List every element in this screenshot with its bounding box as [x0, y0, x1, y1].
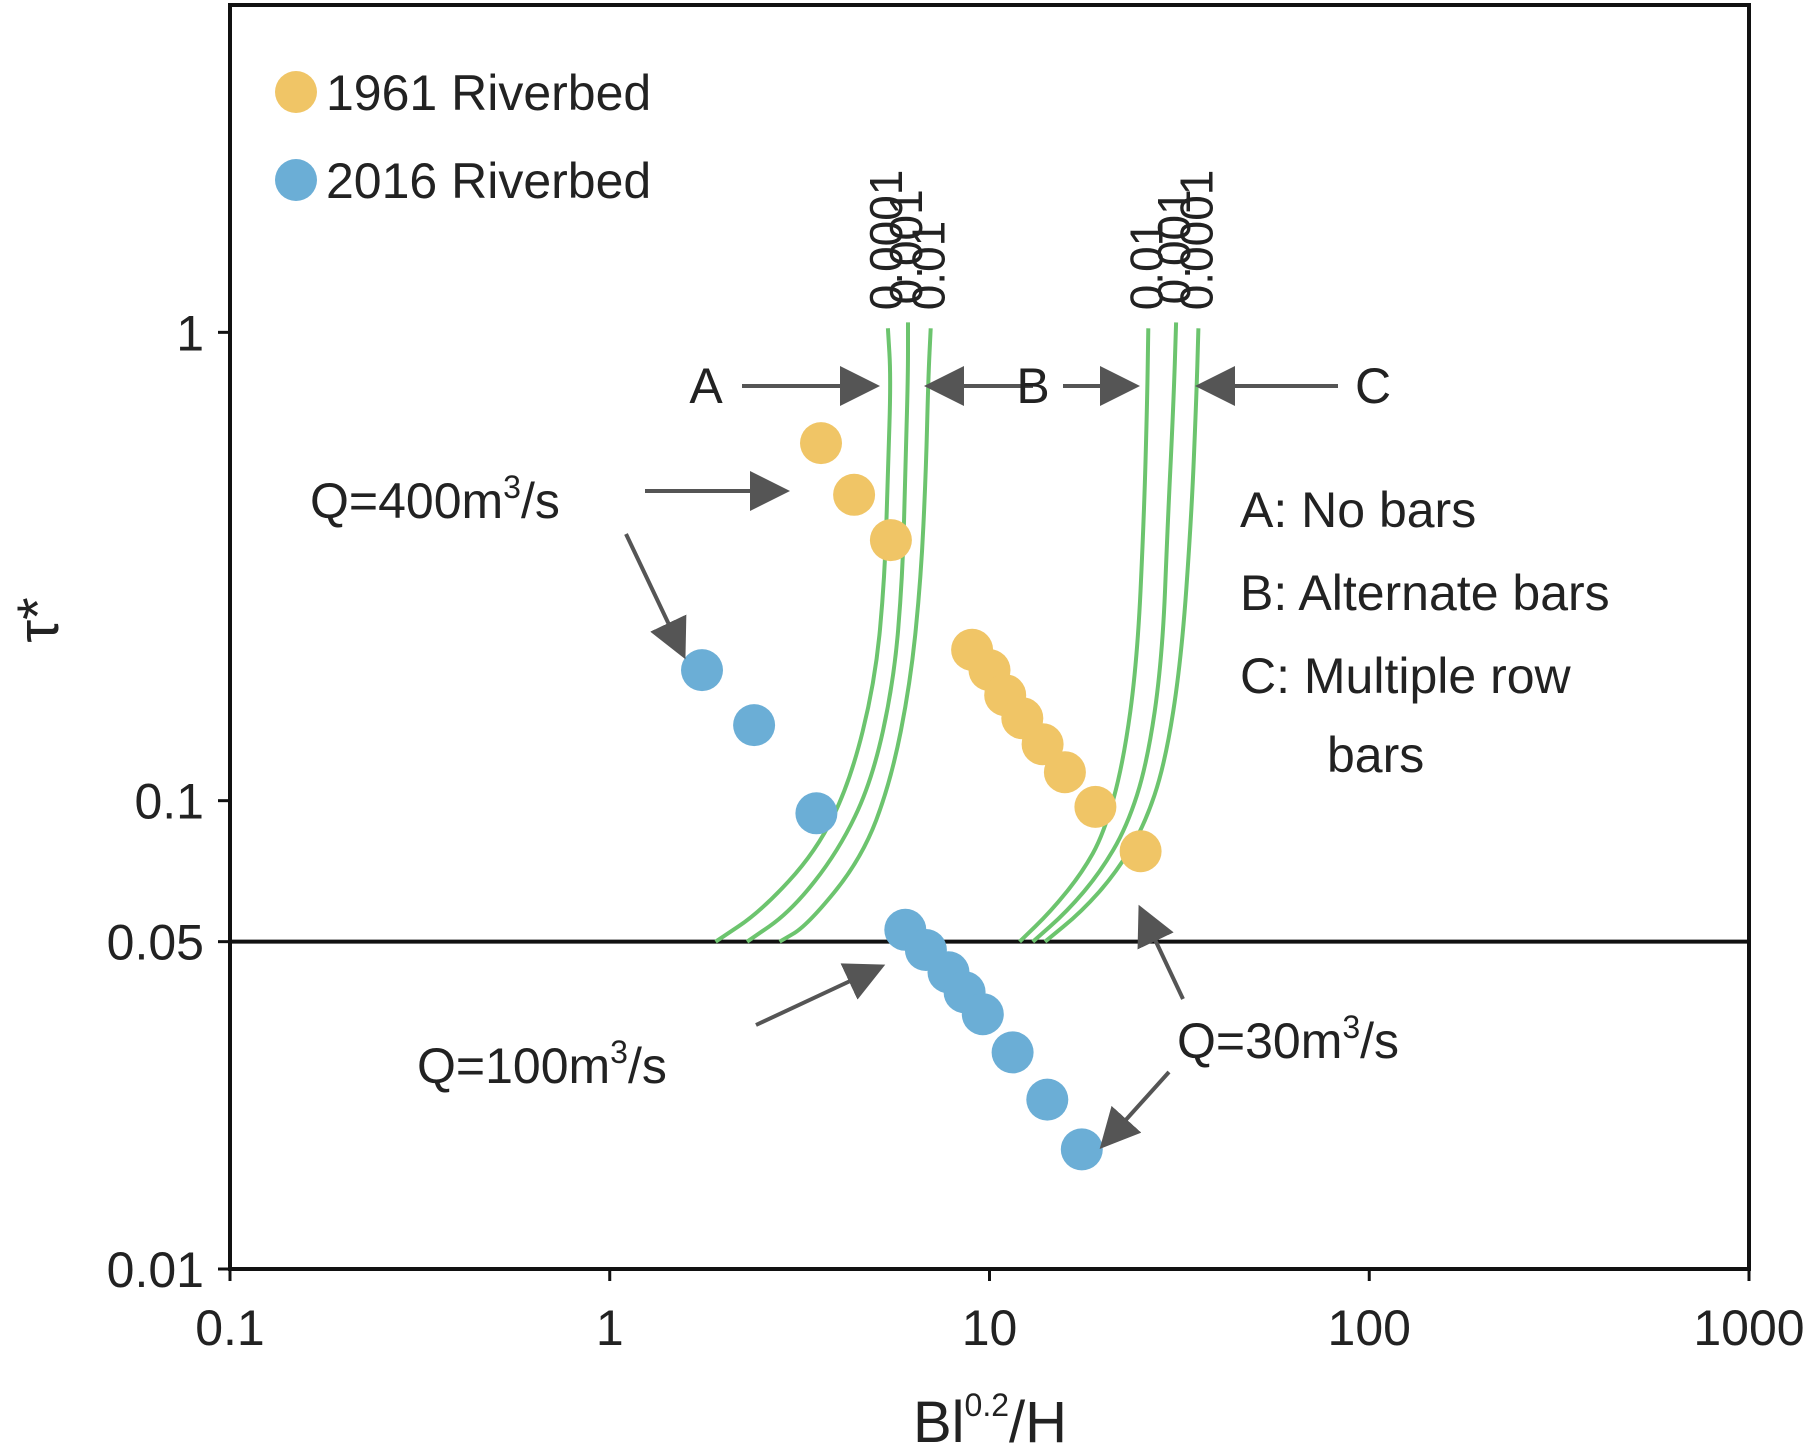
x-axis-title-tail: /H: [1009, 1390, 1067, 1451]
annotation-q400: Q=400m3/s: [310, 469, 560, 529]
regime-curves: [714, 322, 1201, 944]
axis-ticks: 0.1 1 10 100 1000 0.01 0.05 0.1 1: [107, 305, 1805, 1356]
point-1961: [1074, 785, 1117, 828]
region-marker-c: C: [1355, 358, 1391, 414]
x-tick-label: 100: [1328, 1300, 1411, 1356]
curve-label-left-0.0001: 0.0001: [860, 170, 912, 311]
regime-curve-left-0.01: [778, 328, 933, 944]
annotation-q100: Q=100m3/s: [417, 1034, 667, 1094]
annotation-q100-tail: /s: [628, 1038, 667, 1094]
x-tick-label: 10: [962, 1300, 1018, 1356]
point-1961: [1021, 723, 1064, 766]
point-2016: [795, 792, 838, 835]
annotation-q30-main: Q=30m: [1177, 1013, 1342, 1069]
annotation-arrow: [1137, 904, 1185, 1000]
point-1961: [1119, 830, 1162, 873]
curve-label-left-0.001: 0.001: [880, 189, 932, 304]
legend-label-2016: 2016 Riverbed: [326, 153, 651, 209]
x-tick-label: 0.1: [195, 1300, 265, 1356]
region-key-c: C: Multiple row: [1240, 648, 1572, 704]
legend-marker-1961: [275, 71, 317, 113]
data-points: [681, 422, 1162, 1171]
point-1961: [800, 422, 842, 465]
legend-marker-2016: [275, 159, 317, 201]
curve-label-right-0.001: 0.001: [1148, 189, 1200, 304]
region-key-b: B: Alternate bars: [1240, 565, 1610, 621]
y-tick-label: 0.01: [107, 1242, 204, 1298]
y-axis-title: τ*: [6, 597, 71, 642]
y-tick-label: 0.05: [107, 915, 204, 971]
annotation-q30-sup: 3: [1342, 1009, 1360, 1045]
annotation-q30-tail: /s: [1360, 1013, 1399, 1069]
x-tick-label: 1: [596, 1300, 624, 1356]
annotation-q400-main: Q=400m: [310, 473, 503, 529]
annotation-arrow: [624, 533, 687, 660]
regime-curve-left-0.001: [745, 322, 910, 944]
legend-label-1961: 1961 Riverbed: [326, 65, 651, 121]
curve-label-left-0.01: 0.01: [903, 221, 955, 311]
point-2016: [961, 993, 1004, 1036]
annotation-q100-sup: 3: [610, 1034, 628, 1070]
point-2016: [1060, 1128, 1103, 1171]
curve-label-right-0.01: 0.01: [1120, 221, 1172, 311]
point-2016: [733, 704, 776, 747]
curve-label-right-0.0001: 0.0001: [1170, 170, 1222, 311]
regime-curve-left-0.0001: [714, 328, 893, 944]
regime-curve-right-0.001: [1031, 322, 1179, 944]
point-2016: [681, 649, 723, 692]
point-2016: [1026, 1078, 1069, 1121]
y-tick-label: 0.1: [134, 774, 204, 830]
annotation-arrows: [624, 366, 1338, 1149]
x-tick-label: 1000: [1693, 1300, 1804, 1356]
region-marker-a: A: [689, 358, 723, 414]
region-marker-b: B: [1016, 358, 1049, 414]
x-axis-title-main: Bl: [913, 1390, 965, 1451]
point-1961: [833, 473, 876, 516]
region-key-a: A: No bars: [1240, 482, 1476, 538]
annotation-q400-sup: 3: [503, 469, 521, 505]
regime-curve-right-0.01: [1018, 328, 1151, 944]
annotation-q400-tail: /s: [521, 473, 560, 529]
region-key-c-cont: bars: [1327, 727, 1424, 783]
x-axis-title: Bl0.2/H: [913, 1387, 1067, 1451]
point-2016: [991, 1031, 1034, 1074]
x-axis-title-sup: 0.2: [965, 1387, 1009, 1423]
y-tick-label: 1: [176, 305, 204, 361]
annotation-q100-main: Q=100m: [417, 1038, 610, 1094]
annotation-q30: Q=30m3/s: [1177, 1009, 1399, 1069]
point-1961: [1043, 751, 1086, 794]
point-1961: [869, 519, 912, 562]
annotation-arrow: [1099, 1070, 1171, 1149]
annotation-arrow: [755, 963, 886, 1027]
regime-curve-right-0.0001: [1043, 328, 1201, 944]
legend: 1961 Riverbed 2016 Riverbed: [275, 65, 651, 209]
